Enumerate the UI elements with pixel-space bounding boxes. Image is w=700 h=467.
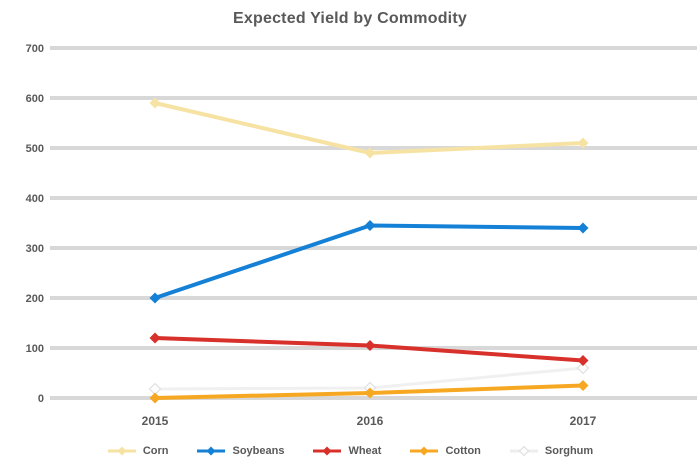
data-point-marker-corn [577, 137, 589, 149]
data-point-marker-cotton [577, 380, 589, 391]
legend-item-sorghum: Sorghum [509, 445, 593, 457]
series-line-soybeans [153, 223, 585, 300]
y-axis-tick-label: 300 [26, 243, 44, 255]
legend-item-corn: Corn [107, 445, 169, 457]
legend-label: Corn [142, 445, 169, 457]
data-point-marker-soybeans [577, 222, 589, 234]
data-point-marker-cotton [364, 387, 376, 399]
data-point-marker-wheat [577, 355, 589, 366]
legend-label: Soybeans [232, 445, 285, 457]
x-axis-label: 2015 [142, 414, 169, 428]
legend-label: Cotton [445, 445, 481, 457]
data-point-marker-soybeans [149, 292, 161, 304]
y-axis-tick-label: 700 [26, 43, 44, 55]
legend-marker-icon [197, 446, 226, 456]
data-point-marker-soybeans [364, 220, 376, 231]
legend-label: Wheat [348, 445, 382, 457]
y-axis-tick-label: 200 [26, 293, 44, 305]
x-axis-label: 2016 [357, 414, 384, 428]
legend-marker-icon [509, 445, 538, 457]
data-point-marker-cotton [149, 392, 161, 404]
legend-item-cotton: Cotton [409, 445, 481, 457]
data-point-marker-corn [149, 97, 161, 109]
legend-marker-icon [107, 446, 136, 456]
legend-label: Sorghum [544, 445, 594, 457]
y-axis-tick-label: 100 [26, 343, 44, 355]
data-point-marker-wheat [364, 340, 376, 351]
data-point-marker-corn [364, 147, 376, 159]
series-line-corn [153, 101, 585, 155]
legend-marker-icon [313, 446, 342, 456]
y-axis-tick-label: 500 [26, 143, 44, 155]
y-axis-tick-label: 0 [38, 393, 44, 405]
legend-item-soybeans: Soybeans [196, 445, 284, 457]
chart-legend: Corn Soybeans Wheat Cotton Sorghum [0, 441, 700, 461]
y-axis-tick-label: 400 [26, 193, 44, 205]
x-axis-label: 2017 [570, 414, 597, 428]
data-point-marker-wheat [149, 332, 161, 344]
legend-marker-icon [410, 446, 439, 456]
legend-item-wheat: Wheat [312, 445, 381, 457]
chart-title: Expected Yield by Commodity [233, 10, 467, 27]
y-axis-tick-label: 600 [26, 93, 44, 105]
data-point-marker-sorghum [576, 361, 590, 375]
